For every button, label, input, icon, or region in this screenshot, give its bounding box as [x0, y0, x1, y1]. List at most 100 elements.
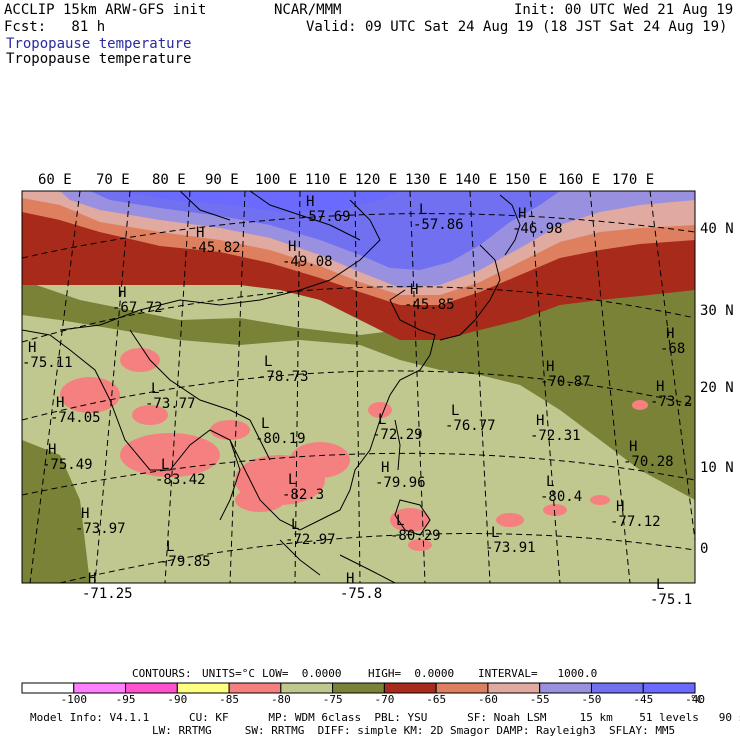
- header-org: NCAR/MMM: [274, 2, 342, 18]
- map-annotation: L -78.73: [258, 355, 309, 385]
- contour-high: HIGH= 0.0000: [368, 667, 455, 680]
- annotation-value: -45.85: [404, 297, 455, 313]
- map-annotation: H -75.49: [42, 443, 93, 473]
- colorbar-swatch: [642, 682, 696, 694]
- annotation-value: -75.1: [650, 592, 693, 608]
- annotation-value: -67.72: [112, 300, 163, 316]
- annotation-value: -72.31: [530, 428, 581, 444]
- map-annotation: H -49.08: [282, 240, 333, 270]
- colorbar-tick-label: -65: [426, 693, 447, 706]
- annotation-value: -73.97: [75, 521, 126, 537]
- map-annotation: H -79.96: [375, 461, 426, 491]
- map-annotation: L -72.29: [372, 413, 423, 443]
- high-marker: H: [546, 359, 555, 375]
- low-marker: L: [261, 416, 270, 432]
- latitude-label: 40 N: [700, 221, 734, 237]
- colorbar-tick-label: -45: [633, 693, 654, 706]
- map-annotation: L -75.1: [650, 578, 692, 608]
- colorbar-tick-label: -100: [60, 693, 88, 706]
- annotation-value: -71.25: [82, 586, 133, 602]
- map-annotation: H -72.31: [530, 414, 581, 444]
- high-marker: H: [656, 379, 665, 395]
- colorbar-swatch: [125, 682, 178, 694]
- header-forecast-hour: Fcst: 81 h: [4, 19, 106, 35]
- annotation-value: -82.3: [282, 487, 325, 503]
- longitude-label: 130 E: [405, 172, 448, 188]
- map-annotation: H -46.98: [512, 207, 563, 237]
- high-marker: H: [536, 413, 545, 429]
- contour-interval: INTERVAL= 1000.0: [478, 667, 598, 680]
- colorbar-tick-label: -85: [219, 693, 240, 706]
- annotation-value: -80.29: [390, 528, 441, 544]
- low-marker: L: [288, 472, 297, 488]
- shading-dark-olive-mid: [22, 280, 695, 500]
- longitude-label: 160 E: [558, 172, 601, 188]
- colorbar-tick-label: -75: [322, 693, 343, 706]
- map-annotation: H -70.87: [540, 360, 591, 390]
- colorbar-swatch: [539, 682, 592, 694]
- annotation-value: -45.82: [190, 240, 241, 256]
- map-annotation: L -80.4: [540, 475, 582, 505]
- colorbar-tick-label: -90: [167, 693, 188, 706]
- low-marker: L: [451, 403, 460, 419]
- contour-low: LOW= 0.0000: [262, 667, 342, 680]
- high-marker: H: [88, 571, 97, 587]
- high-marker: H: [616, 499, 625, 515]
- colorbar-tick-label: -50: [581, 693, 602, 706]
- annotation-value: -75.49: [42, 457, 93, 473]
- shading-blue-core: [90, 191, 560, 270]
- high-marker: H: [518, 206, 527, 222]
- high-marker: H: [629, 439, 638, 455]
- latitude-label: 0: [700, 541, 709, 557]
- high-marker: H: [666, 326, 675, 342]
- high-marker: H: [410, 282, 419, 298]
- shading-red-band: [22, 210, 695, 340]
- low-marker: L: [396, 513, 405, 529]
- colorbar-swatch: [176, 682, 230, 694]
- colorbar: [21, 682, 696, 694]
- low-marker: L: [419, 202, 428, 218]
- map-annotation: L -57.86: [413, 203, 464, 233]
- map-annotation: L -82.3: [282, 473, 324, 503]
- map-annotation: H -45.85: [404, 283, 455, 313]
- longitude-label: 80 E: [152, 172, 186, 188]
- colorbar-swatch: [590, 682, 644, 694]
- header-valid-time: Valid: 09 UTC Sat 24 Aug 19 (18 JST Sat …: [306, 19, 728, 35]
- annotation-value: -74.05: [50, 410, 101, 426]
- annotation-value: -80.4: [540, 489, 583, 505]
- annotation-value: -46.98: [512, 221, 563, 237]
- high-marker: H: [81, 506, 90, 522]
- colorbar-unit: °C: [690, 693, 704, 706]
- map-annotation: L -72.97: [285, 518, 336, 548]
- field-title-contour: Tropopause temperature: [6, 51, 192, 67]
- map-annotation: L -80.19: [255, 417, 306, 447]
- map-annotation: H -57.69: [300, 195, 351, 225]
- model-info-line2: LW: RRTMG SW: RRTMG DIFF: simple KM: 2D …: [152, 724, 676, 737]
- annotation-value: -78.73: [258, 369, 309, 385]
- colorbar-swatch: [332, 682, 385, 694]
- colorbar-swatch: [383, 682, 437, 694]
- header-init-time: Init: 00 UTC Wed 21 Aug 19: [514, 2, 734, 18]
- contour-label: CONTOURS:: [132, 667, 192, 680]
- coastlines: [22, 191, 521, 583]
- map-annotation: L -83.42: [155, 458, 206, 488]
- colorbar-tick-label: -80: [270, 693, 291, 706]
- longitude-label: 110 E: [305, 172, 348, 188]
- annotation-value: -72.29: [372, 427, 423, 443]
- annotation-value: -76.77: [445, 418, 496, 434]
- map-annotation: H -71.25: [82, 572, 133, 602]
- latitude-label: 20 N: [700, 380, 734, 396]
- low-marker: L: [151, 381, 160, 397]
- low-marker: L: [166, 539, 175, 555]
- low-marker: L: [264, 354, 273, 370]
- high-marker: H: [306, 194, 315, 210]
- shading-dark-olive-sw: [22, 440, 90, 583]
- annotation-value: -57.69: [300, 209, 351, 225]
- annotation-value: -75.11: [22, 355, 73, 371]
- map-annotation: H -77.12: [610, 500, 661, 530]
- latitude-label: 10 N: [700, 460, 734, 476]
- annotation-value: -70.28: [623, 454, 674, 470]
- graticule: [22, 191, 695, 583]
- longitude-label: 170 E: [612, 172, 655, 188]
- high-marker: H: [288, 239, 297, 255]
